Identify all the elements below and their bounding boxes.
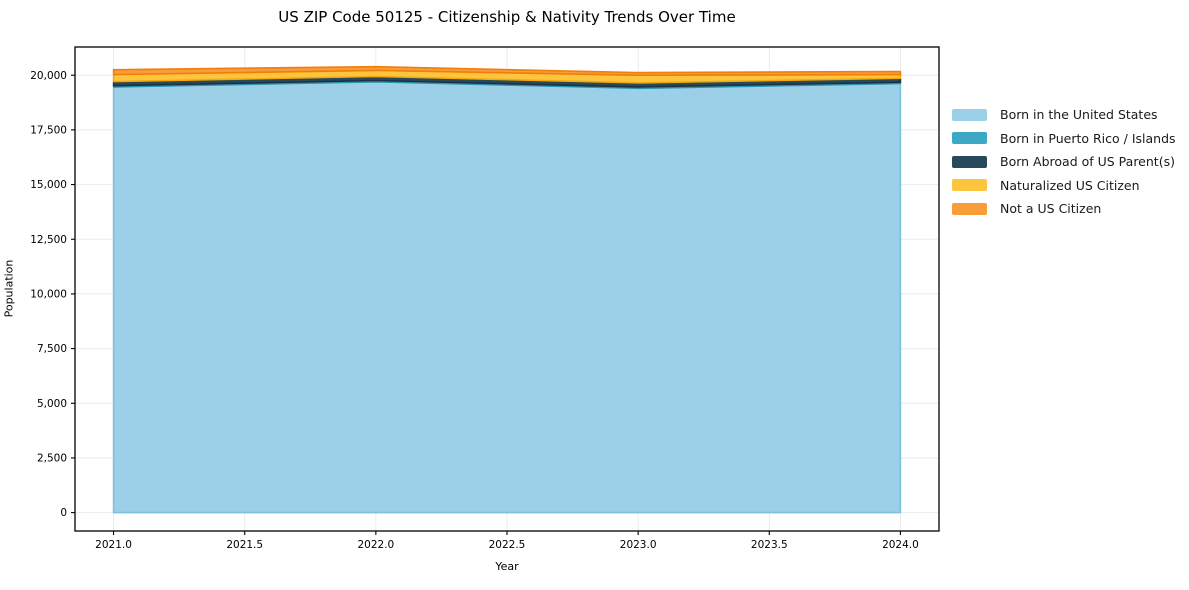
legend-swatch (952, 108, 987, 121)
legend-swatch (952, 155, 987, 168)
x-tick-label: 2023.0 (620, 539, 657, 551)
x-tick-label: 2021.0 (95, 539, 132, 551)
y-tick-label: 20,000 (30, 70, 67, 82)
legend-item: Born in Puerto Rico / Islands (952, 127, 1176, 151)
x-tick-label: 2024.0 (882, 539, 919, 551)
legend-label: Born in the United States (1000, 107, 1158, 123)
legend-swatch (952, 132, 987, 145)
legend-item: Born in the United States (952, 103, 1176, 127)
legend-label: Born Abroad of US Parent(s) (1000, 154, 1175, 170)
legend-item: Naturalized US Citizen (952, 174, 1176, 198)
legend: Born in the United States Born in Puerto… (952, 103, 1176, 221)
y-axis-label: Population (2, 259, 16, 318)
legend-item: Born Abroad of US Parent(s) (952, 150, 1176, 174)
y-tick-label: 5,000 (37, 398, 67, 410)
legend-label: Not a US Citizen (1000, 201, 1102, 217)
legend-label: Born in Puerto Rico / Islands (1000, 130, 1176, 146)
y-tick-label: 10,000 (30, 289, 67, 301)
y-tick-label: 12,500 (30, 234, 67, 246)
legend-swatch (952, 202, 987, 215)
x-tick-label: 2023.5 (751, 539, 788, 551)
y-tick-label: 15,000 (30, 179, 67, 191)
legend-item: Not a US Citizen (952, 197, 1176, 221)
area-layer (112, 65, 902, 76)
y-tick-label: 0 (60, 507, 67, 519)
legend-label: Naturalized US Citizen (1000, 177, 1140, 193)
area-layer (112, 81, 902, 514)
y-tick-label: 7,500 (37, 343, 67, 355)
chart-title: US ZIP Code 50125 - Citizenship & Nativi… (278, 8, 736, 26)
x-axis-label: Year (495, 560, 519, 573)
x-tick-label: 2022.0 (357, 539, 394, 551)
x-tick-label: 2021.5 (226, 539, 263, 551)
legend-swatch (952, 179, 987, 192)
y-tick-label: 2,500 (37, 453, 67, 465)
x-tick-label: 2022.5 (489, 539, 526, 551)
y-tick-label: 17,500 (30, 124, 67, 136)
